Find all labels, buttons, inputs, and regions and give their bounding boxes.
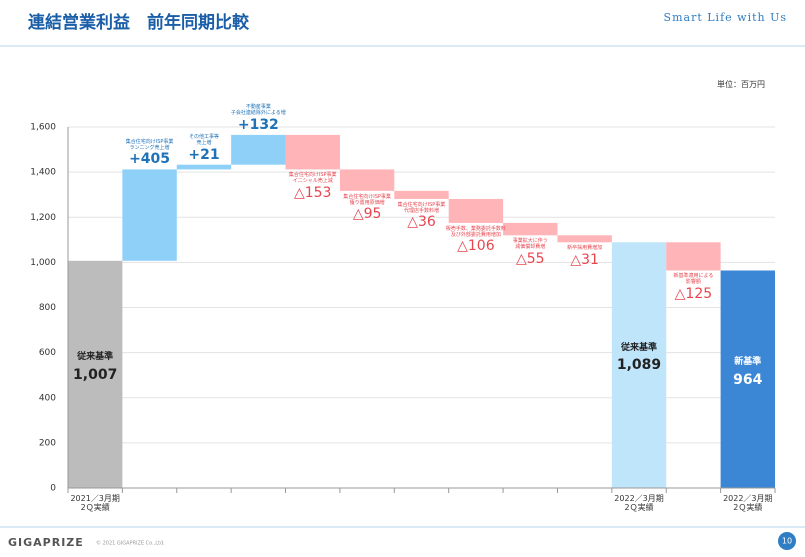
total-label: 従来基準 1,089 [612,343,666,373]
bar-note: 新卒採用費増加 [567,245,603,252]
bar [394,190,449,199]
bar [557,235,612,243]
y-tick-label: 1,200 [30,213,56,223]
y-tick-label: 200 [39,438,56,448]
bar-note: 集合住宅向けISP事業 ランニング売上増 [125,138,174,151]
y-tick-label: 1,600 [30,123,56,133]
bar [503,222,558,236]
bar [122,169,177,261]
value-label: 1,089 [616,357,662,374]
bar [231,134,286,165]
total-name: 従来基準 [77,352,114,363]
bar-label: 集合住宅向けISP事業 代理店手数料増 △36 [384,201,458,231]
bar-note: 集合住宅向けISP事業 獲り置用原価増 [343,193,391,206]
bar [285,134,340,170]
value-label: △153 [293,184,332,201]
y-tick-label: 800 [39,303,56,313]
total-name: 従来基準 [621,343,658,354]
bar-note: その他工事等 売上増 [188,134,219,146]
bar-note: 事業拡大に伴う 減価償却費増 [512,238,548,251]
bar-note: 販売手数、業務委託手数料 及び外部委託費用増加 [445,225,506,238]
copyright: © 2021 GIGAPRIZE Co.,Ltd. [96,540,165,547]
bar-label: 販売手数、業務委託手数料 及び外部委託費用増加 △106 [439,225,513,255]
value-label: △95 [352,206,382,223]
bar-label: 集合住宅向けISP事業 獲り置用原価増 △95 [330,193,404,223]
bar-label: 集合住宅向けISP事業 ランニング売上増 +405 [112,138,186,168]
bar-note: 集合住宅向けISP事業 代理店手数料増 [397,201,446,214]
bar [611,242,667,488]
x-tick-label: 2022／3月期 2Ｑ実績 [614,494,664,513]
value-label: 964 [733,371,763,388]
bar [720,270,775,488]
bar [176,164,232,170]
bar-note: 不動産事業 子会社連結除外による増 [230,104,286,117]
bar [339,169,395,191]
y-tick-label: 1,000 [30,258,56,268]
value-label: △31 [570,252,599,269]
value-label: +405 [129,151,171,168]
bar-label: 新基準適用による 影響額 △125 [656,274,730,302]
value-label: △106 [457,238,495,255]
bar [666,242,721,271]
bar-label: その他工事等 売上増 +21 [167,134,241,163]
total-label: 新基準 964 [721,357,775,387]
value-label: +132 [237,116,279,133]
page-number: 10 [782,537,792,546]
bar [68,260,123,488]
value-label: △36 [407,214,436,231]
bar-label: 不動産事業 子会社連結除外による増 +132 [221,105,295,133]
bar-note: 集合住宅向けISP事業 イニシャル売上減 [288,172,337,185]
bar-label: 新卒採用費増加 △31 [547,245,621,269]
slide-title: 連結営業利益 前年同期比較 [28,13,249,33]
y-tick-label: 1,400 [30,168,56,178]
value-label: 1,007 [73,366,118,383]
bar-label: 集合住宅向けISP事業 イニシャル売上減 △153 [276,173,350,201]
bar-note: 新基準適用による 影響額 [673,273,714,286]
x-tick-label: 2022／3月期 2Ｑ実績 [723,494,773,513]
y-tick-label: 0 [50,484,56,494]
tagline: Smart Life with Us [663,11,787,24]
value-label: △55 [515,250,545,267]
y-tick-label: 600 [39,348,56,358]
total-label: 従来基準 1,007 [68,352,122,382]
page-badge [778,532,796,550]
bar [448,198,504,223]
x-tick-label: 2021／3月期 2Ｑ実績 [70,494,120,513]
total-name: 新基準 [734,357,762,368]
logo: GIGAPRIZE [8,536,84,549]
bar-label: 事業拡大に伴う 減価償却費増 △55 [493,239,567,267]
value-label: △125 [674,285,713,302]
y-tick-label: 400 [39,393,56,403]
value-label: +21 [188,146,220,163]
unit-label: 単位：百万円 [717,80,765,89]
